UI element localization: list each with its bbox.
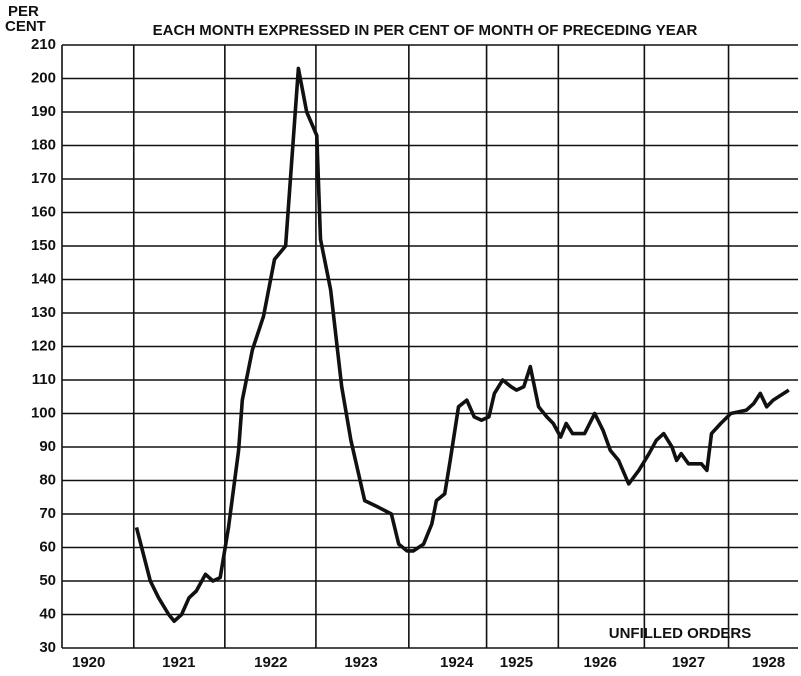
y-tick-label: 140 bbox=[31, 270, 56, 287]
annotation: UNFILLED ORDERS bbox=[609, 625, 752, 642]
y-tick-label: 80 bbox=[39, 471, 56, 488]
y-tick-label: 100 bbox=[31, 404, 56, 421]
x-tick-label: 1927 bbox=[672, 654, 705, 671]
y-tick-label: 90 bbox=[39, 438, 56, 455]
y-tick-label: 190 bbox=[31, 103, 56, 120]
x-tick-label: 1922 bbox=[254, 654, 287, 671]
y-axis-label: CENT bbox=[5, 18, 46, 35]
y-tick-label: 180 bbox=[31, 136, 56, 153]
y-tick-label: 210 bbox=[31, 36, 56, 53]
y-tick-label: 30 bbox=[39, 639, 56, 656]
y-tick-label: 170 bbox=[31, 170, 56, 187]
y-tick-label: 120 bbox=[31, 337, 56, 354]
y-tick-label: 60 bbox=[39, 538, 56, 555]
x-tick-label: 1928 bbox=[752, 654, 785, 671]
x-tick-label: 1926 bbox=[584, 654, 617, 671]
chart-title: EACH MONTH EXPRESSED IN PER CENT OF MONT… bbox=[153, 22, 698, 39]
y-tick-label: 110 bbox=[32, 371, 56, 388]
x-tick-label: 1920 bbox=[72, 654, 105, 671]
y-tick-label: 200 bbox=[31, 69, 56, 86]
y-tick-label: 50 bbox=[39, 572, 56, 589]
x-tick-label: 1923 bbox=[344, 654, 377, 671]
x-tick-label: 1925 bbox=[500, 654, 533, 671]
data-line bbox=[134, 66, 790, 623]
y-axis-label: PER bbox=[8, 3, 39, 20]
y-tick-label: 130 bbox=[31, 304, 56, 321]
y-tick-label: 40 bbox=[39, 605, 56, 622]
y-tick-label: 150 bbox=[31, 237, 56, 254]
x-tick-label: 1921 bbox=[162, 654, 195, 671]
y-tick-label: 70 bbox=[39, 505, 56, 522]
x-tick-label: 1924 bbox=[440, 654, 474, 671]
y-tick-label: 160 bbox=[31, 203, 56, 220]
